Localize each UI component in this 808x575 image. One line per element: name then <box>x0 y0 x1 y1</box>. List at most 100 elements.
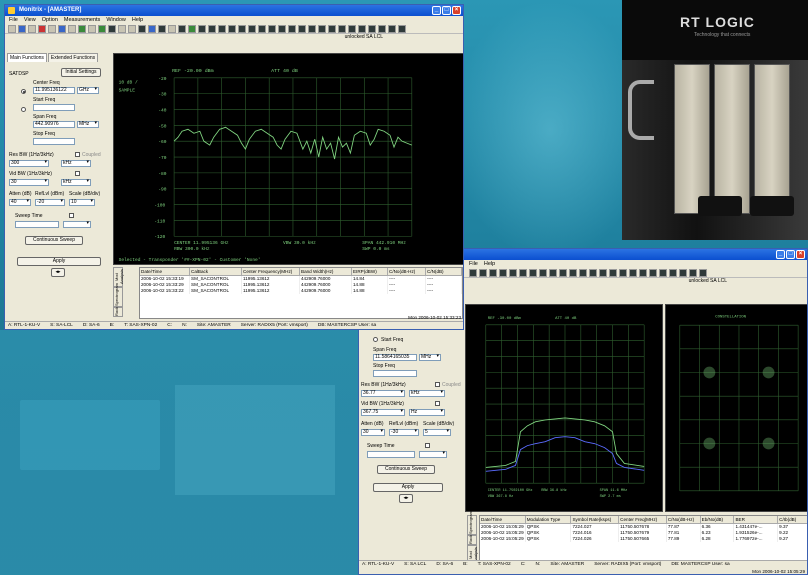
toolbar-button[interactable] <box>318 25 326 33</box>
center-freq-input[interactable]: 11.995136122 <box>33 87 75 94</box>
center-freq-unit-select[interactable]: GHz <box>77 87 99 94</box>
start-freq-radio[interactable] <box>373 337 378 342</box>
sweep-auto-checkbox[interactable] <box>425 443 430 448</box>
toolbar-button[interactable] <box>348 25 356 33</box>
toolbar-button[interactable] <box>569 269 577 277</box>
col-header[interactable]: Date/Time <box>480 516 526 524</box>
toolbar-button[interactable] <box>108 25 116 33</box>
back-spectrum-display[interactable]: REF -30.00 dBm ATT 40 dB CENTER 11.75021… <box>465 304 663 512</box>
back-window-titlebar[interactable]: _ □ × <box>359 249 807 260</box>
minimize-icon[interactable]: _ <box>432 6 441 15</box>
pager-arrows[interactable]: ◂▸ <box>51 268 65 277</box>
vtab-spectrogram[interactable]: Spectrogram <box>113 283 123 307</box>
toolbar-button[interactable] <box>118 25 126 33</box>
toolbar-button[interactable] <box>378 25 386 33</box>
toolbar-button[interactable] <box>78 25 86 33</box>
toolbar-button[interactable] <box>539 269 547 277</box>
toolbar-button[interactable] <box>639 269 647 277</box>
toolbar-button[interactable] <box>529 269 537 277</box>
toolbar-button[interactable] <box>168 25 176 33</box>
toolbar-button[interactable] <box>499 269 507 277</box>
stop-freq-input[interactable] <box>33 138 75 145</box>
table-row[interactable]: 2006-10-02 15:33:22 SM_SACONTROL 11995.1… <box>140 288 462 294</box>
menu-item-file[interactable]: File <box>469 261 478 267</box>
res-bw-select[interactable]: 36.77 <box>361 390 405 397</box>
toolbar-button[interactable] <box>338 25 346 33</box>
toolbar-button[interactable] <box>619 269 627 277</box>
col-header[interactable]: Symbol Rate(ksps) <box>571 516 620 524</box>
vtab-spectrogram[interactable]: Spectrogram <box>467 511 477 535</box>
toolbar-button[interactable] <box>188 25 196 33</box>
toolbar-button[interactable] <box>308 25 316 33</box>
toolbar-button[interactable] <box>599 269 607 277</box>
col-header[interactable]: Eb/No(dB) <box>700 516 735 524</box>
toolbar-button[interactable] <box>579 269 587 277</box>
continuous-sweep-button[interactable]: Continuous Sweep <box>25 236 83 245</box>
toolbar-button[interactable] <box>509 269 517 277</box>
col-header[interactable]: C/No(dB-Hz) <box>666 516 701 524</box>
sweep-time-unit-select[interactable] <box>63 221 91 228</box>
front-spectrum-display[interactable]: REF -20.00 dBm ATT 40 dB 10 dB / SAMPLE … <box>113 53 464 265</box>
toolbar-button[interactable] <box>198 25 206 33</box>
col-header[interactable]: CalBack <box>190 268 242 276</box>
toolbar-button[interactable] <box>288 25 296 33</box>
span-freq-unit-select[interactable]: MHz <box>419 354 441 361</box>
minimize-icon[interactable]: _ <box>776 250 785 259</box>
toolbar-button[interactable] <box>559 269 567 277</box>
toolbar-button[interactable] <box>699 269 707 277</box>
tab-extended-functions[interactable]: Extended Functions <box>47 53 99 62</box>
menu-item-view[interactable]: View <box>23 17 36 23</box>
sweep-time-input[interactable] <box>367 451 415 458</box>
coupled-checkbox[interactable] <box>435 382 440 387</box>
toolbar-button[interactable] <box>669 269 677 277</box>
col-header[interactable]: C/N(dB) <box>426 268 462 276</box>
col-header[interactable]: Band Width(Hz) <box>300 268 352 276</box>
toolbar-button[interactable] <box>328 25 336 33</box>
toolbar-button[interactable] <box>689 269 697 277</box>
close-icon[interactable]: × <box>452 6 461 15</box>
toolbar-button[interactable] <box>398 25 406 33</box>
vid-bw-select[interactable]: 367.75 <box>361 409 405 416</box>
col-header[interactable]: BER <box>734 516 779 524</box>
sweep-time-input[interactable] <box>15 221 59 228</box>
toolbar-button[interactable] <box>228 25 236 33</box>
apply-button[interactable]: Apply <box>373 483 443 492</box>
col-header[interactable]: EIRP(dBW) <box>352 268 388 276</box>
scale-select[interactable]: 10 <box>69 199 95 206</box>
vid-bw-unit-select[interactable]: kHz <box>61 179 91 186</box>
toolbar-button[interactable] <box>38 25 46 33</box>
ref-level-select[interactable]: -20 <box>35 199 65 206</box>
initial-settings-button[interactable]: Initial Settings <box>61 68 101 77</box>
vtab-rack[interactable]: Rack <box>113 307 123 317</box>
toolbar-button[interactable] <box>549 269 557 277</box>
toolbar-button[interactable] <box>489 269 497 277</box>
span-freq-input[interactable]: 11.5864165035 <box>373 354 417 361</box>
menu-item-option[interactable]: Option <box>41 17 58 23</box>
tab-main-functions[interactable]: Main Functions <box>7 53 47 62</box>
table-row[interactable]: 2006-10-02 15:33:19 SM_SACONTROL 11995.1… <box>140 276 462 282</box>
toolbar-button[interactable] <box>278 25 286 33</box>
maximize-icon[interactable]: □ <box>442 6 451 15</box>
center-freq-radio[interactable] <box>21 89 26 94</box>
sweep-time-unit-select[interactable] <box>419 451 447 458</box>
coupled-checkbox[interactable] <box>75 152 80 157</box>
table-row[interactable]: 2006-10-02 15:05:29 QPSK 7224.016 11750.… <box>480 530 807 536</box>
col-header[interactable]: C/Ib(dB) <box>778 516 807 524</box>
measurement-table[interactable]: Date/Time CalBack Center Frequency(MHz) … <box>139 267 463 319</box>
col-header[interactable]: Date/Time <box>140 268 190 276</box>
table-row[interactable]: 2006-10-02 15:05:29 QPSK 7224.027 11750.… <box>480 524 807 530</box>
atten-select[interactable]: 30 <box>361 429 385 436</box>
apply-button[interactable]: Apply <box>17 257 101 266</box>
toolbar-button[interactable] <box>248 25 256 33</box>
vtab-rack[interactable]: Rack <box>467 535 477 545</box>
front-window-titlebar[interactable]: Monitrix - [AMASTER] _ □ × <box>5 5 463 16</box>
toolbar-button[interactable] <box>479 269 487 277</box>
toolbar-button[interactable] <box>98 25 106 33</box>
front-application-window[interactable]: Monitrix - [AMASTER] _ □ × File View Opt… <box>4 4 464 330</box>
toolbar-button[interactable] <box>609 269 617 277</box>
toolbar-button[interactable] <box>388 25 396 33</box>
toolbar-button[interactable] <box>158 25 166 33</box>
atten-select[interactable]: 40 <box>9 199 31 206</box>
vid-coupled-checkbox[interactable] <box>435 401 440 406</box>
pager-arrows[interactable]: ◂▸ <box>399 494 413 503</box>
